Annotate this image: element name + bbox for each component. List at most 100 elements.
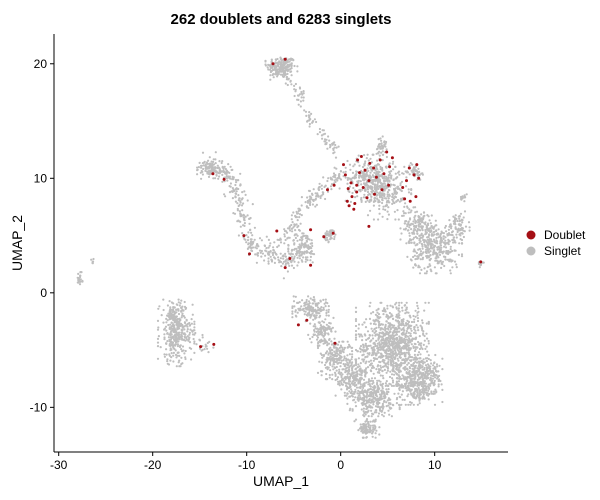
singlet-point [353, 420, 356, 423]
singlet-point [374, 313, 377, 316]
singlet-point [332, 172, 336, 175]
singlet-point [312, 318, 315, 321]
singlet-point [361, 423, 364, 426]
singlet-point [425, 332, 428, 335]
singlet-point [410, 393, 413, 396]
singlet-point [282, 254, 285, 257]
singlet-point [351, 176, 354, 179]
singlet-point [223, 193, 226, 196]
singlet-point [407, 188, 410, 191]
singlet-point [176, 343, 179, 346]
singlet-point [376, 403, 380, 406]
singlet-point [404, 357, 407, 360]
singlet-point [416, 388, 419, 392]
singlet-point [269, 64, 272, 67]
singlet-point [391, 343, 394, 346]
singlet-point [369, 171, 372, 174]
singlet-point [380, 397, 384, 400]
singlet-point [309, 259, 312, 262]
singlet-point [327, 325, 330, 328]
singlet-point [405, 351, 408, 354]
singlet-point [220, 170, 223, 173]
singlet-point [320, 327, 323, 330]
singlet-point [334, 330, 337, 333]
singlet-point [386, 191, 389, 194]
singlet-point [398, 301, 401, 304]
singlet-point [284, 73, 287, 76]
singlet-point [451, 249, 454, 253]
singlet-point [354, 388, 357, 391]
singlet-point [429, 365, 432, 368]
singlet-point [372, 372, 375, 375]
singlet-point [368, 401, 371, 404]
singlet-point [399, 184, 402, 187]
singlet-point [384, 329, 387, 332]
singlet-point [390, 373, 394, 376]
singlet-point [290, 223, 293, 227]
singlet-point [382, 405, 385, 408]
singlet-point [392, 341, 395, 344]
singlet-point [425, 240, 428, 243]
singlet-point [311, 203, 314, 206]
singlet-point [411, 367, 414, 370]
singlet-point [448, 260, 451, 263]
singlet-point [338, 354, 342, 357]
singlet-point [315, 203, 318, 206]
singlet-point [366, 428, 369, 431]
singlet-point [404, 360, 407, 363]
singlet-point [247, 231, 250, 234]
singlet-point [301, 242, 304, 245]
singlet-point [399, 370, 402, 373]
singlet-point [407, 229, 410, 232]
singlet-point [175, 339, 178, 342]
singlet-point [274, 61, 277, 64]
singlet-point [220, 161, 223, 165]
singlet-point [379, 301, 382, 304]
singlet-point [175, 321, 179, 325]
singlet-point [298, 86, 301, 89]
singlet-point [311, 261, 314, 264]
singlet-point [428, 367, 432, 370]
singlet-point [247, 242, 250, 245]
singlet-point [413, 248, 416, 251]
singlet-point [407, 361, 410, 365]
singlet-point [401, 328, 404, 331]
singlet-point [172, 345, 175, 349]
singlet-point [386, 345, 389, 348]
singlet-point [434, 219, 437, 222]
singlet-point [201, 173, 204, 176]
singlet-point [382, 344, 385, 348]
singlet-point [166, 314, 169, 317]
singlet-point [347, 364, 350, 367]
singlet-point [346, 358, 350, 361]
singlet-point [437, 256, 440, 259]
singlet-point [180, 329, 183, 332]
singlet-point [290, 264, 294, 267]
singlet-point [224, 172, 227, 175]
singlet-point [431, 377, 435, 380]
singlet-point [391, 377, 394, 380]
singlet-point [407, 211, 410, 214]
singlet-point [397, 326, 400, 329]
singlet-point [344, 166, 347, 169]
singlet-point [392, 384, 395, 387]
singlet-point [279, 238, 282, 241]
singlet-point [365, 381, 368, 384]
singlet-point [420, 384, 423, 388]
singlet-point [296, 219, 299, 222]
singlet-point [253, 226, 256, 229]
singlet-point [375, 309, 378, 312]
singlet-point [414, 397, 417, 400]
singlet-point [329, 369, 332, 372]
singlet-point [395, 368, 398, 371]
singlet-point [169, 331, 172, 334]
singlet-point [413, 216, 416, 219]
singlet-point [297, 94, 300, 97]
singlet-point [301, 251, 304, 254]
singlet-point [236, 179, 239, 182]
singlet-point [309, 203, 312, 207]
singlet-point [303, 313, 306, 316]
singlet-point [332, 316, 335, 319]
singlet-point [400, 232, 403, 235]
singlet-point [367, 193, 370, 197]
